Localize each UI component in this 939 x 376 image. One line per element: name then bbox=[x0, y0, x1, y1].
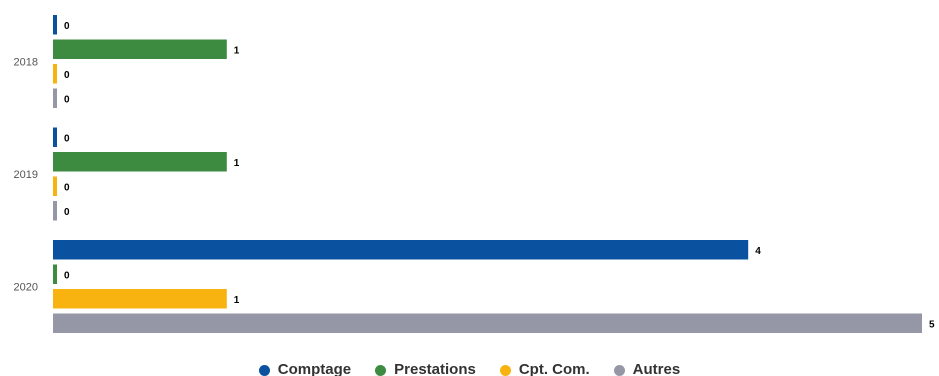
bar-prestations-2019[interactable] bbox=[53, 152, 227, 172]
bar-autres-2019[interactable] bbox=[53, 201, 57, 221]
bar-cpt-com-2019[interactable] bbox=[53, 176, 57, 197]
legend-marker-icon bbox=[613, 364, 625, 376]
legend-item-comptage[interactable]: Comptage bbox=[258, 360, 352, 376]
legend-item-cpt-com[interactable]: Cpt. Com. bbox=[499, 360, 590, 376]
data-label: 1 bbox=[234, 158, 240, 169]
bar-prestations-2020[interactable] bbox=[53, 264, 57, 285]
data-label: 1 bbox=[234, 295, 240, 306]
data-label: 0 bbox=[64, 182, 70, 193]
data-label: 0 bbox=[64, 270, 70, 281]
legend-label: Comptage bbox=[277, 361, 352, 376]
data-label: 0 bbox=[64, 133, 70, 144]
data-label: 0 bbox=[64, 21, 70, 32]
bar-comptage-2019[interactable] bbox=[53, 127, 57, 148]
data-label: 5 bbox=[929, 319, 935, 330]
bar-chart: 2018 2019 2020 0 1 0 0 0 1 0 0 4 0 1 5 bbox=[14, 15, 935, 333]
bar-autres-2018[interactable] bbox=[53, 88, 57, 109]
legend-label: Prestations bbox=[394, 361, 476, 376]
legend-marker-icon bbox=[499, 364, 511, 376]
legend-item-prestations[interactable]: Prestations bbox=[375, 360, 476, 376]
category-axis: 2018 2019 2020 bbox=[14, 57, 38, 294]
bar-comptage-2018[interactable] bbox=[53, 15, 57, 35]
bar-prestations-2018[interactable] bbox=[53, 39, 227, 60]
data-label: 0 bbox=[64, 70, 70, 81]
legend: Comptage Prestations Cpt. Com. Autres bbox=[0, 356, 939, 376]
data-label: 0 bbox=[64, 94, 70, 105]
data-label: 4 bbox=[755, 246, 761, 257]
category-label-2018: 2018 bbox=[14, 57, 38, 69]
data-labels: 0 1 0 0 0 1 0 0 4 0 1 5 bbox=[64, 21, 935, 331]
legend-item-autres[interactable]: Autres bbox=[613, 360, 681, 376]
bar-cpt-com-2018[interactable] bbox=[53, 64, 57, 84]
data-label: 1 bbox=[234, 45, 240, 56]
bar-cpt-com-2020[interactable] bbox=[53, 289, 227, 309]
category-label-2020: 2020 bbox=[14, 282, 38, 294]
plot-area bbox=[53, 15, 922, 333]
bar-comptage-2020[interactable] bbox=[53, 240, 749, 260]
legend-label: Autres bbox=[632, 361, 681, 376]
legend-label: Cpt. Com. bbox=[518, 361, 590, 376]
legend-marker-icon bbox=[258, 364, 270, 376]
data-label: 0 bbox=[64, 207, 70, 218]
bar-autres-2020[interactable] bbox=[53, 313, 922, 334]
category-label-2019: 2019 bbox=[14, 169, 38, 181]
legend-marker-icon bbox=[375, 364, 387, 376]
